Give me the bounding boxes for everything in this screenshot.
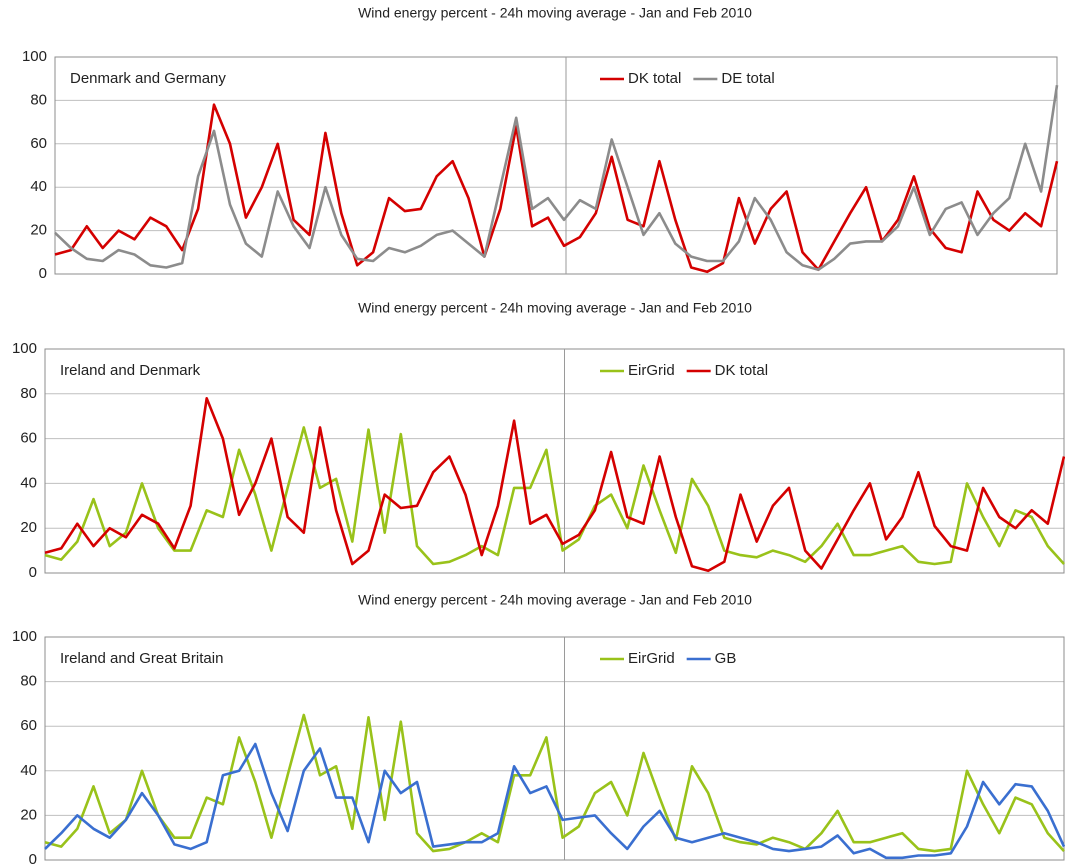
series-line [54, 85, 1059, 271]
legend-label: DE total [721, 70, 774, 87]
legend-label: DK total [715, 362, 768, 379]
y-tick-label: 80 [20, 673, 37, 690]
series-line [44, 397, 1065, 573]
y-tick-label: 100 [12, 340, 37, 357]
panel-label: Denmark and Germany [70, 70, 226, 87]
y-tick-label: 60 [20, 717, 37, 734]
y-tick-label: 60 [20, 430, 37, 447]
series-line [44, 713, 1065, 853]
y-tick-label: 0 [29, 564, 37, 581]
y-tick-label: 20 [20, 519, 37, 536]
series-line [44, 742, 1065, 860]
chart-title: Wind energy percent - 24h moving average… [358, 300, 752, 316]
y-tick-label: 20 [20, 806, 37, 823]
legend-label: EirGrid [628, 362, 675, 379]
legend-label: EirGrid [628, 650, 675, 667]
y-tick-label: 100 [22, 48, 47, 65]
chart-title: Wind energy percent - 24h moving average… [358, 5, 752, 21]
series-line [44, 426, 1065, 566]
legend-label: GB [715, 650, 737, 667]
y-tick-label: 80 [30, 91, 47, 108]
y-tick-label: 40 [20, 474, 37, 491]
panel-label: Ireland and Great Britain [60, 650, 223, 667]
plot-frame [44, 636, 1065, 861]
y-tick-label: 20 [30, 222, 47, 239]
y-tick-label: 0 [29, 851, 37, 866]
chart-title: Wind energy percent - 24h moving average… [358, 592, 752, 608]
y-tick-label: 40 [30, 178, 47, 195]
legend-label: DK total [628, 70, 681, 87]
y-tick-label: 40 [20, 762, 37, 779]
panel-label: Ireland and Denmark [60, 362, 201, 379]
y-tick-label: 0 [39, 265, 47, 282]
y-tick-label: 80 [20, 385, 37, 402]
series-line [54, 103, 1059, 274]
y-tick-label: 100 [12, 628, 37, 645]
y-tick-label: 60 [30, 135, 47, 152]
